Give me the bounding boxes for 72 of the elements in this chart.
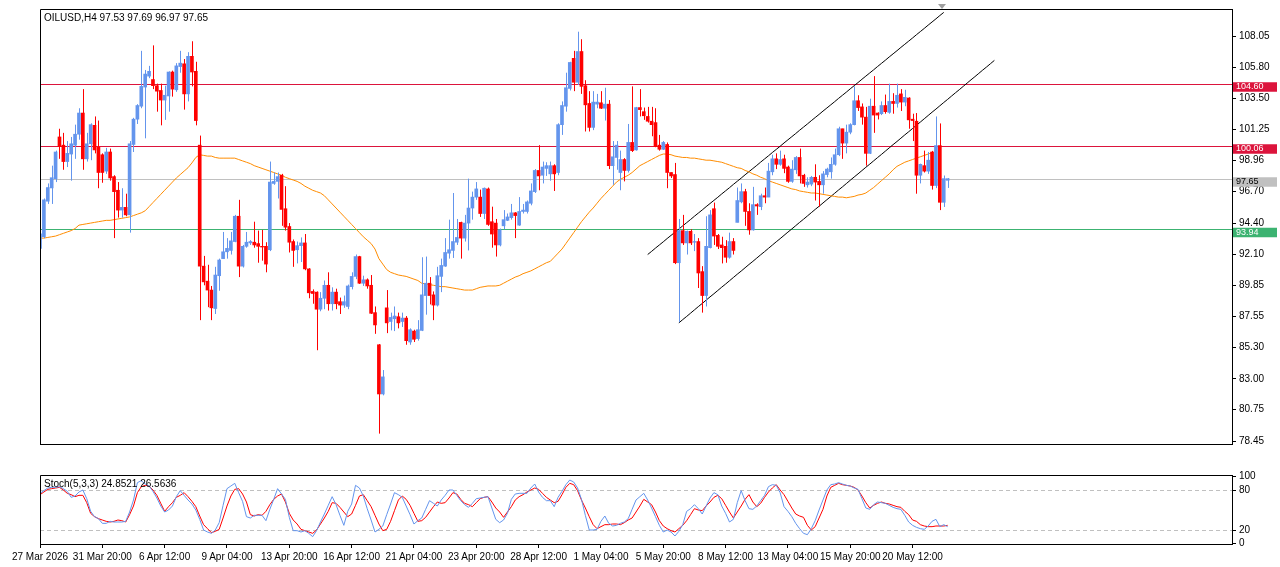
x-tick-label: 31 Mar 20:00 xyxy=(72,550,133,562)
candlestick xyxy=(638,88,642,117)
candlestick xyxy=(123,193,128,217)
ref-line-label: 104.60 xyxy=(1236,81,1264,92)
candlestick xyxy=(517,196,521,227)
x-tick-label: 27 Mar 2026 xyxy=(11,550,69,562)
candlestick xyxy=(887,83,892,115)
candlestick xyxy=(69,136,73,182)
candlestick xyxy=(451,192,455,259)
y-tick-label: 80 xyxy=(1239,483,1251,495)
x-tick-label: 1 May 04:00 xyxy=(573,550,629,562)
x-tick-label: 16 Apr 12:00 xyxy=(323,550,381,562)
y-tick-label: 78.45 xyxy=(1239,434,1265,446)
x-tick-label: 23 Apr 20:00 xyxy=(447,550,506,562)
y-tick-label: 98.96 xyxy=(1239,154,1265,166)
x-tick-label: 13 Apr 20:00 xyxy=(260,550,319,562)
y-tick-label: 96.70 xyxy=(1239,185,1265,197)
x-tick-label: 15 May 20:00 xyxy=(819,550,881,562)
x-tick-label: 20 May 12:00 xyxy=(882,550,944,562)
candlestick xyxy=(513,211,518,239)
x-tick-label: 28 Apr 12:00 xyxy=(510,550,568,562)
x-tick-label: 13 May 04:00 xyxy=(757,550,819,562)
chart-title: Stoch(5,3,3) 24.8521 26.5636 xyxy=(44,477,177,489)
candlestick xyxy=(299,236,303,263)
candlestick xyxy=(334,288,338,310)
candlestick xyxy=(404,315,408,346)
candlestick xyxy=(891,92,895,115)
x-tick-label: 9 Apr 04:00 xyxy=(201,550,253,562)
y-tick-label: 80.75 xyxy=(1239,403,1265,415)
candlestick xyxy=(622,157,627,182)
y-tick-label: 85.30 xyxy=(1239,341,1265,353)
candlestick xyxy=(895,83,899,109)
x-tick-label: 6 Apr 12:00 xyxy=(139,550,191,562)
candlestick xyxy=(630,85,634,153)
y-tick-label: 0 xyxy=(1239,537,1245,549)
candlestick xyxy=(922,150,927,173)
candlestick xyxy=(295,241,299,264)
candlestick xyxy=(899,88,903,112)
y-tick-label: 108.05 xyxy=(1239,30,1271,42)
ref-line-label: 97.65 xyxy=(1236,176,1259,187)
y-tick-label: 87.55 xyxy=(1239,310,1265,322)
y-tick-label: 20 xyxy=(1239,523,1251,535)
y-tick-label: 101.25 xyxy=(1239,123,1271,135)
candlestick xyxy=(330,286,334,312)
y-tick-label: 105.80 xyxy=(1239,60,1271,72)
candlestick xyxy=(719,236,724,264)
candlestick xyxy=(458,221,463,260)
candlestick xyxy=(384,289,389,334)
candlestick xyxy=(680,214,685,246)
y-tick-label: 89.85 xyxy=(1239,279,1265,291)
y-tick-label: 100 xyxy=(1239,470,1257,482)
chart-title: OILUSD,H4 97.53 97.69 96.97 97.65 xyxy=(44,11,209,23)
y-tick-label: 94.40 xyxy=(1239,216,1265,228)
candlestick xyxy=(906,96,911,130)
candlestick xyxy=(104,147,109,175)
candlestick xyxy=(221,231,225,260)
candlestick xyxy=(743,188,747,227)
candlestick xyxy=(158,83,163,126)
candlestick xyxy=(326,271,331,312)
candlestick xyxy=(119,187,124,219)
candlestick xyxy=(735,187,740,223)
x-tick-label: 8 May 12:00 xyxy=(698,550,754,562)
ref-line-label: 100.06 xyxy=(1236,143,1264,154)
candlestick xyxy=(821,170,825,195)
y-tick-label: 103.50 xyxy=(1239,92,1271,104)
y-tick-label: 92.10 xyxy=(1239,248,1265,260)
y-tick-label: 83.00 xyxy=(1239,372,1265,384)
candlestick xyxy=(65,140,70,168)
candlestick xyxy=(380,369,385,396)
x-tick-label: 5 May 20:00 xyxy=(635,550,692,562)
x-tick-label: 21 Apr 04:00 xyxy=(385,550,443,562)
ref-line-label: 93.94 xyxy=(1236,227,1259,238)
